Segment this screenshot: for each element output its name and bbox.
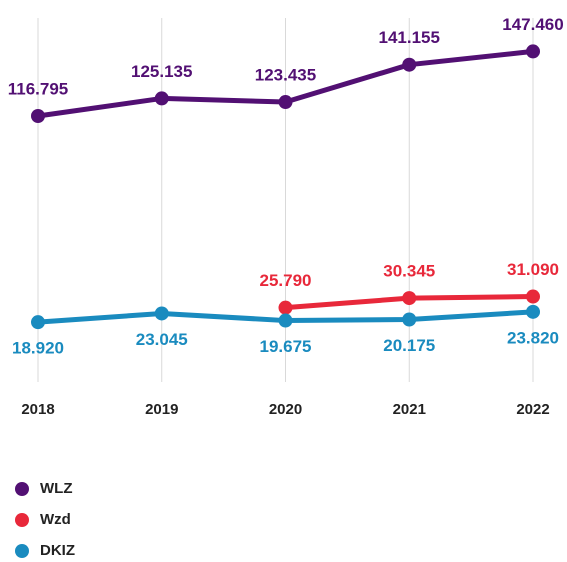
value-label: 30.345 [383, 262, 435, 281]
value-label: 123.435 [255, 65, 316, 84]
point [526, 289, 540, 304]
x-tick-label: 2021 [393, 401, 426, 418]
value-label: 23.820 [507, 328, 559, 347]
x-tick-label: 2019 [145, 401, 178, 418]
legend-marker [15, 482, 29, 496]
point [402, 57, 417, 72]
value-label: 18.920 [12, 339, 64, 358]
value-label: 116.795 [8, 79, 69, 98]
legend-marker [15, 544, 29, 558]
point [154, 306, 169, 321]
point [31, 315, 45, 330]
legend-marker [15, 513, 29, 527]
value-label: 31.090 [507, 260, 559, 279]
point [526, 304, 540, 319]
point [278, 95, 293, 110]
x-tick-label: 2022 [516, 401, 549, 418]
value-label: 23.045 [136, 330, 188, 349]
point [526, 44, 540, 59]
point [402, 312, 417, 327]
value-label: 25.790 [260, 271, 312, 290]
point [31, 109, 45, 124]
value-label: 125.135 [131, 62, 192, 81]
value-label: 147.460 [502, 15, 563, 34]
value-label: 20.175 [383, 336, 435, 355]
legend-label: WLZ [40, 480, 72, 497]
x-tick-label: 2020 [269, 401, 302, 418]
value-label: 141.155 [379, 28, 440, 47]
legend-label: DKIZ [40, 542, 75, 559]
value-label: 19.675 [260, 337, 312, 356]
point [278, 300, 293, 315]
x-tick-label: 2018 [21, 401, 54, 418]
point [154, 91, 169, 106]
point [402, 291, 417, 306]
legend-label: Wzd [40, 511, 71, 528]
point [278, 313, 293, 328]
